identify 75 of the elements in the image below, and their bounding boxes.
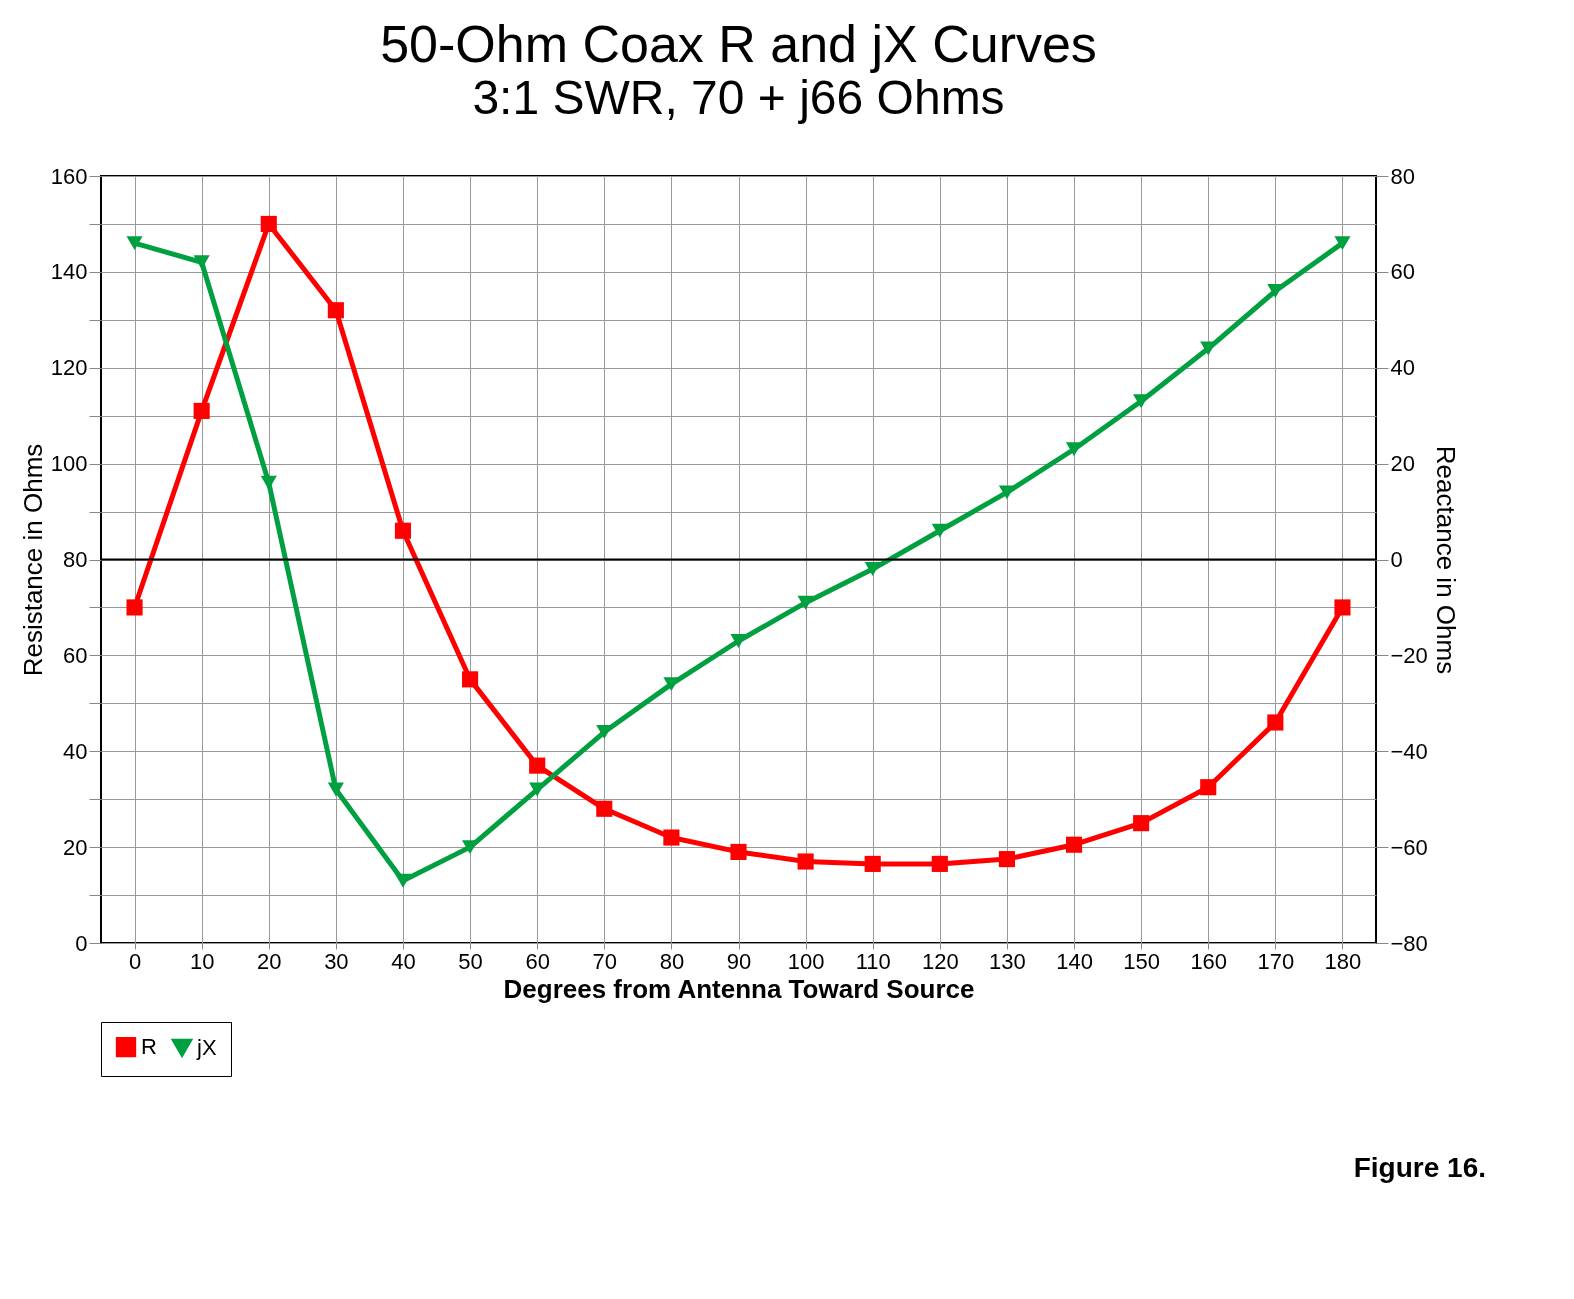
x-tick-label: 10 xyxy=(189,948,215,974)
legend-label: R xyxy=(141,1034,157,1060)
point xyxy=(394,873,412,888)
y-tick-label: 80 xyxy=(63,547,88,572)
x-tick-label: 50 xyxy=(458,948,483,974)
x-tick-label: 90 xyxy=(726,948,752,974)
point xyxy=(998,851,1015,868)
point xyxy=(596,800,613,817)
y-tick-label: 160 xyxy=(50,163,88,189)
y2-tick-label: −60 xyxy=(1390,834,1428,860)
y-tick-label: 140 xyxy=(50,259,88,285)
point xyxy=(462,671,479,688)
x-tick-label: 160 xyxy=(1190,948,1228,974)
point xyxy=(529,757,546,774)
x-tick-label: 180 xyxy=(1324,948,1362,974)
x-tick-label: 140 xyxy=(1056,948,1093,974)
x-tick-label: 170 xyxy=(1257,948,1295,974)
legend-label: jX xyxy=(196,1034,217,1060)
point xyxy=(730,843,747,860)
point xyxy=(193,255,210,270)
y-tick-label: 0 xyxy=(75,930,88,956)
point xyxy=(1133,815,1150,832)
point xyxy=(998,485,1015,500)
point xyxy=(663,829,680,846)
x-tick-label: 60 xyxy=(525,948,550,974)
x-tick-label: 40 xyxy=(391,948,416,974)
point xyxy=(394,522,412,539)
point xyxy=(193,402,210,419)
y2-tick-label: 60 xyxy=(1390,259,1415,285)
y-tick-label: 20 xyxy=(63,834,88,860)
y2-tick-label: 40 xyxy=(1390,355,1415,381)
y2-tick-label: 80 xyxy=(1390,163,1415,189)
chart-title: 50-Ohm Coax R and jX Curves xyxy=(380,15,1097,73)
point xyxy=(864,562,881,577)
y-tick-label: 40 xyxy=(63,738,88,764)
x-tick-label: 70 xyxy=(592,948,618,974)
point xyxy=(126,236,143,251)
y-tick-label: 120 xyxy=(50,355,88,381)
y2-tick-label: −80 xyxy=(1390,930,1428,956)
x-axis-title: Degrees from Antenna Toward Source xyxy=(503,973,975,1004)
y2-tick-label: −20 xyxy=(1390,642,1428,668)
x-tick-label: 150 xyxy=(1123,948,1160,974)
x-tick-label: 30 xyxy=(324,948,349,974)
point xyxy=(663,677,680,692)
point xyxy=(797,853,814,870)
y2-tick-label: −40 xyxy=(1390,738,1428,764)
y2-axis-title: Reactance in Ohms xyxy=(1430,445,1461,675)
x-tick-label: 120 xyxy=(921,948,959,974)
x-tick-label: 100 xyxy=(787,948,825,974)
point xyxy=(1200,779,1217,796)
point xyxy=(797,595,814,610)
y-tick-label: 100 xyxy=(50,451,88,477)
point xyxy=(1334,236,1351,251)
x-tick-label: 130 xyxy=(989,948,1026,974)
y2-tick-label: 20 xyxy=(1390,451,1415,477)
x-tick-label: 0 xyxy=(128,948,142,974)
caption: Figure 16. xyxy=(1353,1152,1486,1183)
y-tick-label: 60 xyxy=(63,642,88,668)
point xyxy=(260,475,277,490)
point xyxy=(1334,599,1351,616)
point xyxy=(1065,836,1083,853)
y-axis-title: Resistance in Ohms xyxy=(17,443,48,677)
point xyxy=(931,523,948,538)
point xyxy=(730,634,747,648)
point xyxy=(864,855,881,872)
point xyxy=(327,302,344,319)
x-tick-label: 110 xyxy=(855,948,891,974)
x-tick-label: 80 xyxy=(659,948,685,974)
y2-tick-label: 0 xyxy=(1390,547,1403,572)
point xyxy=(931,855,948,872)
point xyxy=(260,215,277,232)
point xyxy=(1267,714,1284,731)
x-tick-label: 20 xyxy=(257,948,282,974)
point xyxy=(327,782,344,797)
point xyxy=(126,599,143,616)
